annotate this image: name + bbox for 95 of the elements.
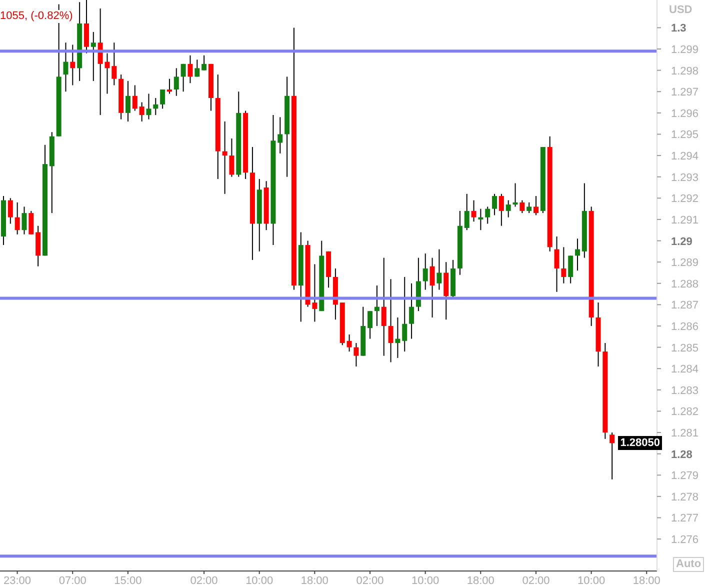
- candlestick: [422, 253, 428, 290]
- candlestick: [395, 316, 400, 358]
- x-tick-label: 02:00: [190, 574, 218, 585]
- candlestick: [278, 116, 283, 154]
- y-tick-label: 1.28: [671, 448, 692, 461]
- candlestick: [485, 206, 490, 224]
- candlestick: [506, 200, 511, 218]
- y-tick-label: 1.287: [671, 300, 699, 312]
- candlestick: [202, 54, 207, 71]
- text: Auto: [673, 557, 704, 572]
- candlestick: [498, 193, 504, 226]
- candlestick: [139, 102, 144, 122]
- candlestick: [478, 208, 484, 231]
- x-tick-label: 18:00: [466, 574, 494, 585]
- y-tick-label: 1.292: [671, 193, 699, 206]
- candlestick: [174, 68, 179, 96]
- y-tick-label: 1.282: [671, 406, 699, 418]
- x-tick-label: 10:00: [246, 574, 274, 585]
- candlestick: [112, 42, 117, 86]
- candlestick: [160, 88, 166, 110]
- candlestick: [188, 54, 193, 84]
- y-tick-label: 1.294: [671, 150, 699, 163]
- x-tick-label: 02:00: [522, 574, 550, 585]
- candlestick: [229, 138, 234, 178]
- y-tick-label: 1.279: [671, 470, 699, 482]
- candlestick: [464, 193, 470, 231]
- candlestick: [610, 432, 615, 480]
- y-tick-label: 1.286: [671, 320, 699, 333]
- y-tick-label: 1.284: [671, 364, 699, 376]
- candlestick: [194, 59, 200, 78]
- candlestick: [70, 44, 76, 86]
- candlestick: [368, 310, 373, 340]
- candlestick: [346, 334, 352, 352]
- y-tick-label: 1.297: [671, 86, 699, 99]
- candlestick: [381, 257, 386, 356]
- y-tick-label: 1.298: [671, 65, 699, 78]
- text: 1055, (-0.82%): [0, 10, 73, 23]
- x-tick-label: 15:00: [114, 574, 142, 585]
- candlestick: [166, 78, 172, 94]
- y-tick-label: 1.295: [671, 129, 699, 142]
- candlestick: [28, 210, 34, 235]
- y-tick-label: 1.289: [671, 257, 699, 270]
- y-tick-label: 1.278: [671, 491, 699, 504]
- candlestick: [444, 262, 449, 320]
- candlestick: [526, 202, 532, 214]
- y-tick-label: 1.277: [671, 512, 699, 525]
- x-tick-label: 07:00: [58, 574, 86, 585]
- candlestick: [554, 236, 560, 292]
- y-tick-label: 1.3: [671, 22, 686, 35]
- candlestick: [63, 42, 68, 92]
- candlestick: [354, 342, 359, 367]
- y-tick-label: 1.276: [671, 534, 699, 546]
- candlestick: [402, 276, 408, 352]
- annotation: 1.28050: [618, 436, 662, 450]
- candlestick: [84, 0, 89, 54]
- candlestick: [22, 206, 27, 235]
- x-tick-label: 10:00: [578, 574, 606, 585]
- candlestick: [8, 198, 13, 224]
- x-tick-label: 18:00: [632, 574, 660, 585]
- y-tick-label: 1.285: [671, 342, 699, 354]
- candlestick: [153, 98, 158, 116]
- candlestick: [430, 257, 435, 318]
- candlestick: [436, 248, 442, 290]
- y-tick-label: 1.288: [671, 278, 699, 290]
- candlestick: [575, 238, 580, 272]
- candlestick: [146, 93, 152, 120]
- candlestick: [90, 31, 96, 82]
- candlestick: [561, 246, 566, 284]
- candlestick: [36, 225, 41, 267]
- candlestick: [132, 84, 138, 112]
- x-tick-label: 02:00: [356, 574, 384, 585]
- candlestick: [471, 200, 476, 222]
- y-tick-label: 1.281: [671, 428, 699, 440]
- candlestick: [534, 196, 539, 216]
- candlestick: [520, 200, 525, 214]
- candlestick: [492, 193, 498, 216]
- candlestick: [14, 202, 20, 235]
- candlestick: [180, 63, 186, 92]
- candlestick: [512, 182, 518, 208]
- candlestick: [409, 282, 414, 340]
- candlestick: [374, 285, 380, 326]
- y-axis-title: USD: [669, 4, 692, 16]
- y-tick-label: 1.299: [671, 44, 699, 56]
- y-tick-label: 1.293: [671, 172, 699, 184]
- x-tick-label: 18:00: [300, 574, 328, 585]
- y-tick-label: 1.283: [671, 384, 699, 397]
- x-tick-label: 10:00: [412, 574, 440, 585]
- y-tick-label: 1.29: [671, 236, 692, 248]
- y-tick-label: 1.296: [671, 108, 699, 120]
- candlestick: [222, 120, 228, 194]
- candlestick: [388, 278, 394, 363]
- y-tick-label: 1.291: [671, 214, 699, 226]
- candlestick: [568, 255, 574, 284]
- candlestick: [125, 80, 130, 122]
- x-tick-label: 23:00: [4, 574, 32, 585]
